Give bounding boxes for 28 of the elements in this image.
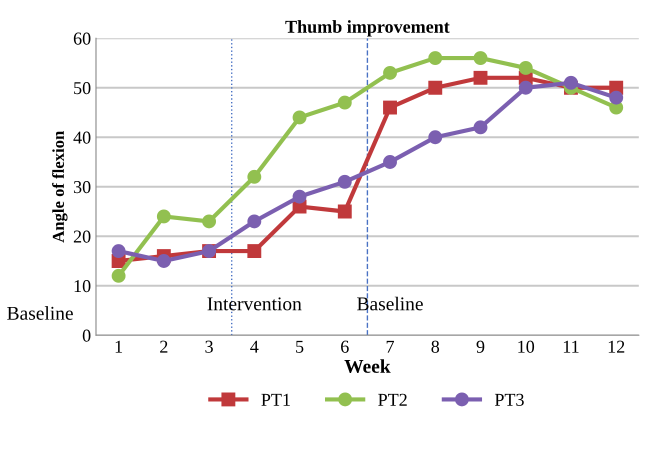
- y-tick-label: 60: [74, 32, 90, 45]
- y-tick-label: 40: [73, 132, 90, 144]
- y-tick-label: 20: [74, 230, 90, 243]
- legend-label: PT3: [494, 394, 524, 406]
- x-tick-label: 4: [250, 340, 259, 353]
- x-tick-label: 1: [116, 340, 122, 353]
- x-tick-label: 11: [564, 340, 579, 353]
- ref-line-label: Intervention: [208, 297, 302, 310]
- x-tick-label: 12: [608, 340, 624, 353]
- x-tick-label: 9: [476, 340, 484, 353]
- y-tick-label: 50: [74, 82, 90, 94]
- y-tick-label: 10: [74, 280, 90, 292]
- x-tick-label: 6: [341, 340, 349, 353]
- legend-label: PT2: [378, 394, 407, 406]
- ref-line-label: Baseline: [357, 296, 423, 310]
- x-tick-label: 5: [296, 340, 304, 353]
- x-tick-label: 10: [518, 340, 534, 353]
- x-tick-label: 3: [205, 340, 213, 353]
- x-tick-label: 8: [431, 340, 440, 353]
- x-tick-label: 7: [386, 340, 394, 353]
- chart-title: Thumb improvement: [285, 20, 450, 37]
- y-tick-label: 30: [74, 181, 90, 194]
- y-axis-title: Angle of flexion: [52, 130, 68, 243]
- legend-label: PT1: [261, 394, 290, 406]
- text: Baseline: [7, 306, 73, 320]
- y-tick-label: 0: [82, 330, 90, 342]
- x-tick-label: 2: [160, 340, 168, 353]
- x-axis-title: Week: [344, 359, 391, 374]
